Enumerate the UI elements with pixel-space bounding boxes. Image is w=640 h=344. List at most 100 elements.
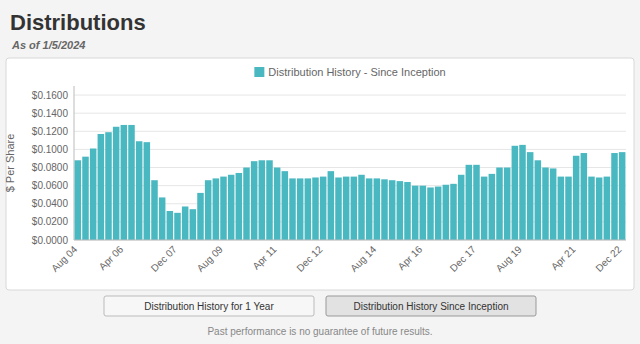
x-tick-label: Dec 07	[149, 243, 179, 273]
title: Distributions	[10, 10, 146, 35]
bar	[113, 127, 120, 240]
bar	[274, 168, 281, 240]
y-axis-line	[74, 86, 75, 240]
button[interactable]: Distribution History Since Inception	[326, 296, 536, 316]
y-tick-label: $0.1400	[32, 108, 69, 119]
bar	[527, 152, 534, 240]
bar	[496, 168, 503, 240]
bar	[82, 157, 89, 240]
bar	[197, 193, 204, 240]
bar	[473, 165, 480, 240]
bar	[121, 125, 128, 240]
bar	[335, 177, 342, 240]
bar	[151, 180, 158, 240]
bar	[167, 211, 174, 240]
button-box[interactable]	[326, 296, 536, 316]
bar	[412, 186, 419, 240]
legend: Distribution History - Since Inception	[254, 66, 445, 78]
y-tick-label: $0.1200	[32, 126, 69, 137]
bar	[174, 213, 181, 240]
bar	[159, 197, 166, 240]
y-tick-label: $0.0400	[32, 198, 69, 209]
bar	[542, 168, 549, 240]
button-box[interactable]	[104, 296, 314, 316]
x-tick-label: Apr 21	[549, 243, 578, 272]
bar	[75, 160, 82, 240]
bar	[504, 168, 511, 240]
bar	[90, 149, 97, 240]
bar	[427, 187, 434, 240]
bar	[358, 175, 365, 240]
x-tick-label: Aug 09	[195, 243, 225, 273]
bar	[343, 177, 350, 240]
bar	[443, 185, 450, 240]
bar	[144, 142, 151, 240]
x-tick-label: Apr 06	[97, 243, 126, 272]
bar	[351, 177, 358, 240]
bar	[328, 171, 335, 240]
bar	[374, 178, 381, 240]
button-label[interactable]: Distribution History Since Inception	[353, 301, 508, 312]
x-tick-label: Dec 12	[294, 243, 324, 273]
bar	[136, 141, 143, 240]
bar	[282, 171, 289, 240]
legend-label: Distribution History - Since Inception	[268, 66, 445, 78]
bar	[266, 160, 273, 240]
x-tick-label: Dec 22	[593, 243, 623, 273]
bar	[573, 156, 580, 240]
x-axis: Aug 04 Apr 06 Dec 07 Aug 09 Apr 11 Dec 12 Aug …	[49, 243, 624, 274]
grid-line	[74, 131, 626, 132]
y-tick-label: $0.1000	[32, 144, 69, 155]
bar	[435, 187, 442, 240]
bar	[228, 175, 235, 240]
bar	[259, 160, 266, 240]
x-tick-label: Aug 19	[494, 243, 524, 273]
bar	[458, 175, 465, 240]
button-label[interactable]: Distribution History for 1 Year	[144, 301, 274, 312]
bar	[389, 180, 396, 240]
grid-line	[74, 95, 626, 96]
bar	[611, 153, 618, 240]
bar	[220, 177, 227, 240]
bar	[535, 160, 542, 240]
bar	[619, 152, 626, 240]
button[interactable]: Distribution History for 1 Year	[104, 296, 314, 316]
bar	[305, 178, 312, 240]
bar	[381, 179, 388, 240]
panel	[6, 58, 634, 290]
bar	[550, 168, 557, 240]
y-tick-label: $0.0200	[32, 216, 69, 227]
grid-line	[74, 113, 626, 114]
x-tick-label: Apr 11	[250, 243, 278, 271]
x-axis-line	[74, 240, 626, 241]
bar	[98, 134, 105, 240]
bar	[420, 186, 427, 240]
bar	[182, 206, 189, 240]
bar	[312, 177, 319, 240]
y-axis-label: $ Per Share	[4, 134, 16, 193]
bar	[366, 178, 373, 240]
x-tick-label: Dec 17	[448, 243, 478, 273]
bar	[466, 165, 473, 240]
bar	[128, 125, 135, 240]
bar	[581, 153, 588, 240]
x-tick-label: Apr 16	[396, 243, 425, 272]
bar	[243, 168, 250, 240]
x-tick-label: Aug 04	[49, 243, 79, 273]
bar	[205, 180, 212, 240]
bar	[236, 173, 243, 240]
bar	[604, 177, 611, 240]
bar	[289, 178, 296, 240]
subtitle: As of 1/5/2024	[11, 39, 85, 51]
bar	[251, 161, 258, 240]
bar	[558, 177, 565, 240]
bar	[213, 178, 220, 240]
grid-line	[74, 240, 626, 241]
bar	[512, 146, 519, 240]
y-tick-label: $0.1600	[32, 90, 69, 101]
y-tick-label: $0.0000	[32, 235, 69, 246]
chart: Distributions As of 1/5/2024 $0.0000 $0.020…	[0, 0, 640, 344]
bars	[75, 125, 626, 240]
bar	[596, 177, 603, 240]
y-axis: $0.0000$0.0200$0.0400$0.0600$0.0800$0.10…	[32, 90, 626, 246]
